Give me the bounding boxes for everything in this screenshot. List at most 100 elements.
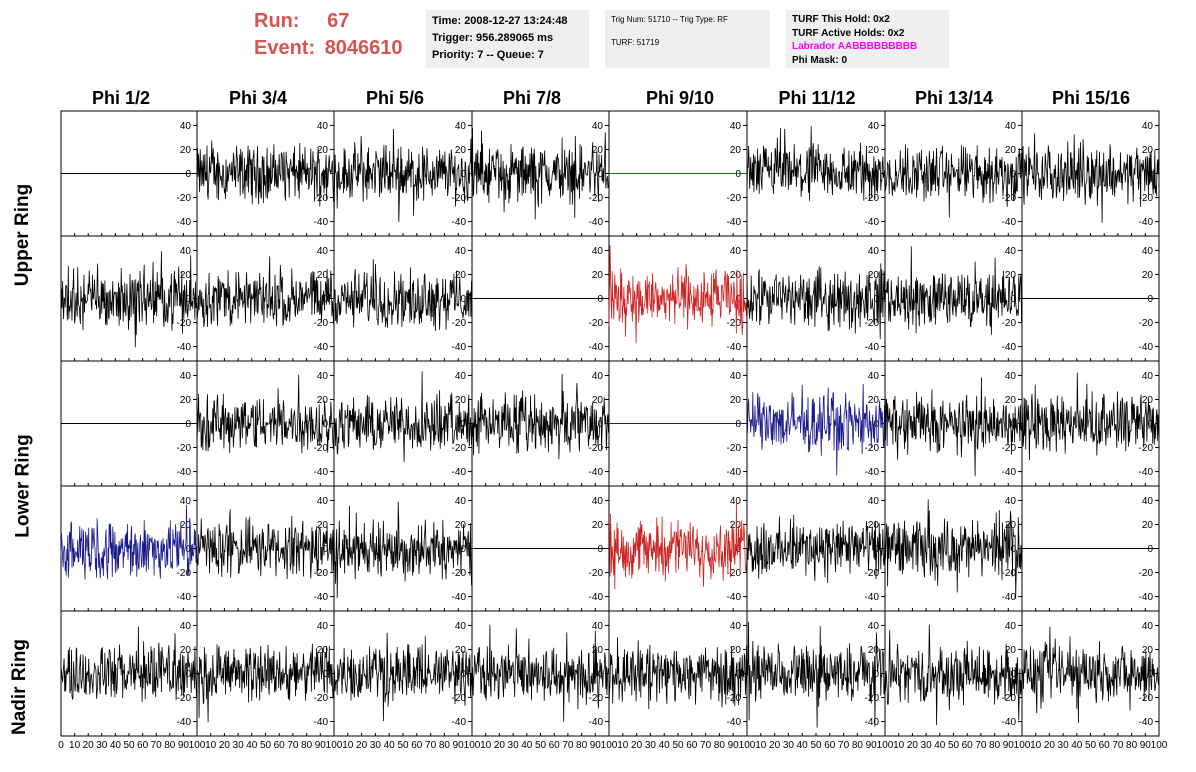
x-tick-label: 50 <box>260 740 272 751</box>
y-tick-label: -40 <box>589 342 604 353</box>
y-tick-label: 0 <box>1147 419 1153 430</box>
y-tick-label: 20 <box>455 145 467 156</box>
x-tick-label: 40 <box>934 740 946 751</box>
y-tick-label: -40 <box>452 467 467 478</box>
y-tick-label: 20 <box>455 270 467 281</box>
y-tick-label: 20 <box>730 520 742 531</box>
x-tick-label: 70 <box>975 740 987 751</box>
y-tick-label: -20 <box>1002 568 1017 579</box>
y-tick-label: -20 <box>1002 443 1017 454</box>
y-tick-label: 40 <box>868 246 880 257</box>
x-tick-label: 50 <box>397 740 409 751</box>
x-tick-label: 10 <box>893 740 905 751</box>
x-tick-label: 70 <box>425 740 437 751</box>
y-tick-label: -40 <box>1139 467 1154 478</box>
y-tick-label: -40 <box>1139 717 1154 728</box>
waveform-series <box>884 377 1023 477</box>
x-tick-label: 30 <box>96 740 108 751</box>
y-tick-label: 0 <box>460 169 466 180</box>
waveform-series <box>60 251 198 348</box>
x-tick-label: 30 <box>1058 740 1070 751</box>
y-tick-label: 0 <box>322 419 328 430</box>
y-tick-label: 0 <box>185 169 191 180</box>
y-tick-label: 20 <box>180 270 192 281</box>
x-tick-label: 90 <box>728 740 740 751</box>
waveform-series <box>746 621 886 728</box>
y-tick-label: -20 <box>1139 318 1154 329</box>
y-tick-label: 0 <box>185 419 191 430</box>
y-tick-label: 40 <box>180 121 192 132</box>
y-tick-label: 0 <box>1010 669 1016 680</box>
y-tick-label: 40 <box>592 496 604 507</box>
y-tick-label: -40 <box>1139 217 1154 228</box>
y-tick-label: -40 <box>589 217 604 228</box>
x-tick-label: 50 <box>1085 740 1097 751</box>
y-tick-label: -40 <box>1002 467 1017 478</box>
x-tick-label: 50 <box>672 740 684 751</box>
y-tick-label: 40 <box>455 121 467 132</box>
x-tick-label: 60 <box>824 740 836 751</box>
turf-this-hold-text: TURF This Hold: 0x2 <box>792 14 890 25</box>
y-tick-label: -20 <box>589 193 604 204</box>
x-tick-label: 60 <box>962 740 974 751</box>
x-tick-label: 10 <box>1030 740 1042 751</box>
waveform-series <box>1021 626 1160 724</box>
y-tick-label: 20 <box>1005 145 1017 156</box>
x-tick-label: 90 <box>1003 740 1015 751</box>
x-tick-label: 70 <box>838 740 850 751</box>
y-tick-label: 40 <box>455 621 467 632</box>
column-header: Phi 3/4 <box>228 88 288 108</box>
y-tick-label: -40 <box>727 217 742 228</box>
x-tick-label: 40 <box>521 740 533 751</box>
x-tick-label: 100 <box>464 740 481 751</box>
x-tick-label: 20 <box>769 740 781 751</box>
waveform-series <box>884 499 1023 599</box>
x-tick-label: 20 <box>907 740 919 751</box>
x-tick-label: 100 <box>601 740 618 751</box>
turf-info-box: TURF This Hold: 0x2 TURF Active Holds: 0… <box>786 10 949 68</box>
y-tick-label: -20 <box>177 193 192 204</box>
labrador-text: Labrador AABBBBBBBBB <box>792 41 918 52</box>
y-tick-label: 0 <box>873 544 879 555</box>
phi-mask-text: Phi Mask: 0 <box>792 54 848 66</box>
y-tick-label: 20 <box>1142 145 1154 156</box>
y-tick-label: -40 <box>314 217 329 228</box>
waveform-series <box>884 144 1023 218</box>
x-tick-label: 70 <box>151 740 163 751</box>
x-tick-label: 70 <box>562 740 574 751</box>
x-tick-label: 20 <box>631 740 643 751</box>
waveform-series <box>608 245 748 344</box>
x-tick-label: 80 <box>576 740 588 751</box>
x-tick-label: 80 <box>301 740 313 751</box>
column-header: Phi 9/10 <box>645 88 715 108</box>
y-tick-label: 20 <box>592 645 604 656</box>
y-tick-label: 40 <box>317 246 329 257</box>
y-tick-label: -40 <box>727 592 742 603</box>
x-tick-label: 40 <box>797 740 809 751</box>
y-tick-label: -20 <box>589 318 604 329</box>
y-tick-label: 0 <box>873 669 879 680</box>
y-tick-label: -40 <box>1002 717 1017 728</box>
y-tick-label: 40 <box>455 371 467 382</box>
y-tick-label: -40 <box>177 342 192 353</box>
y-tick-label: -40 <box>314 717 329 728</box>
x-tick-label: 80 <box>1126 740 1138 751</box>
column-header: Phi 15/16 <box>1051 88 1131 108</box>
x-tick-label: 60 <box>1099 740 1111 751</box>
y-tick-label: -20 <box>177 443 192 454</box>
waveform-series <box>884 246 1023 335</box>
waveform-series <box>196 509 335 580</box>
run-label: Run: <box>254 10 300 32</box>
y-tick-label: 20 <box>730 645 742 656</box>
y-tick-label: -20 <box>452 443 467 454</box>
y-tick-label: -40 <box>177 467 192 478</box>
y-tick-label: 40 <box>1142 371 1154 382</box>
x-tick-label: 80 <box>989 740 1001 751</box>
y-tick-label: -40 <box>177 717 192 728</box>
x-tick-label: 10 <box>755 740 767 751</box>
x-tick-label: 70 <box>1112 740 1124 751</box>
x-tick-label: 40 <box>1071 740 1083 751</box>
x-tick-label: 40 <box>384 740 396 751</box>
y-tick-label: -40 <box>1139 592 1154 603</box>
